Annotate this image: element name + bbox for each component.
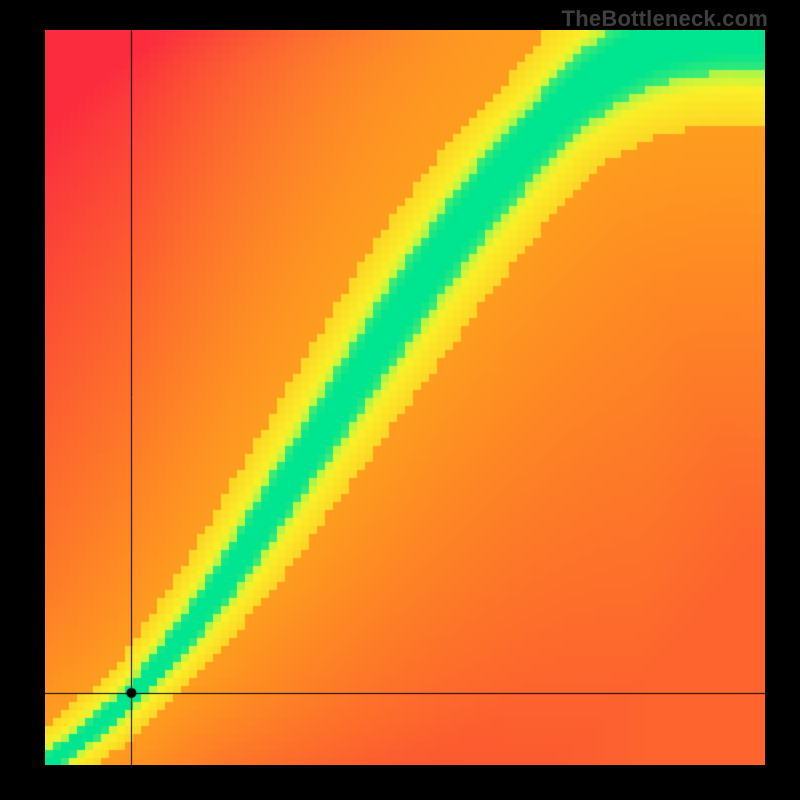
chart-container: { "watermark": { "text": "TheBottleneck.… [0,0,800,800]
crosshair-overlay [45,30,765,765]
watermark: TheBottleneck.com [562,6,768,32]
